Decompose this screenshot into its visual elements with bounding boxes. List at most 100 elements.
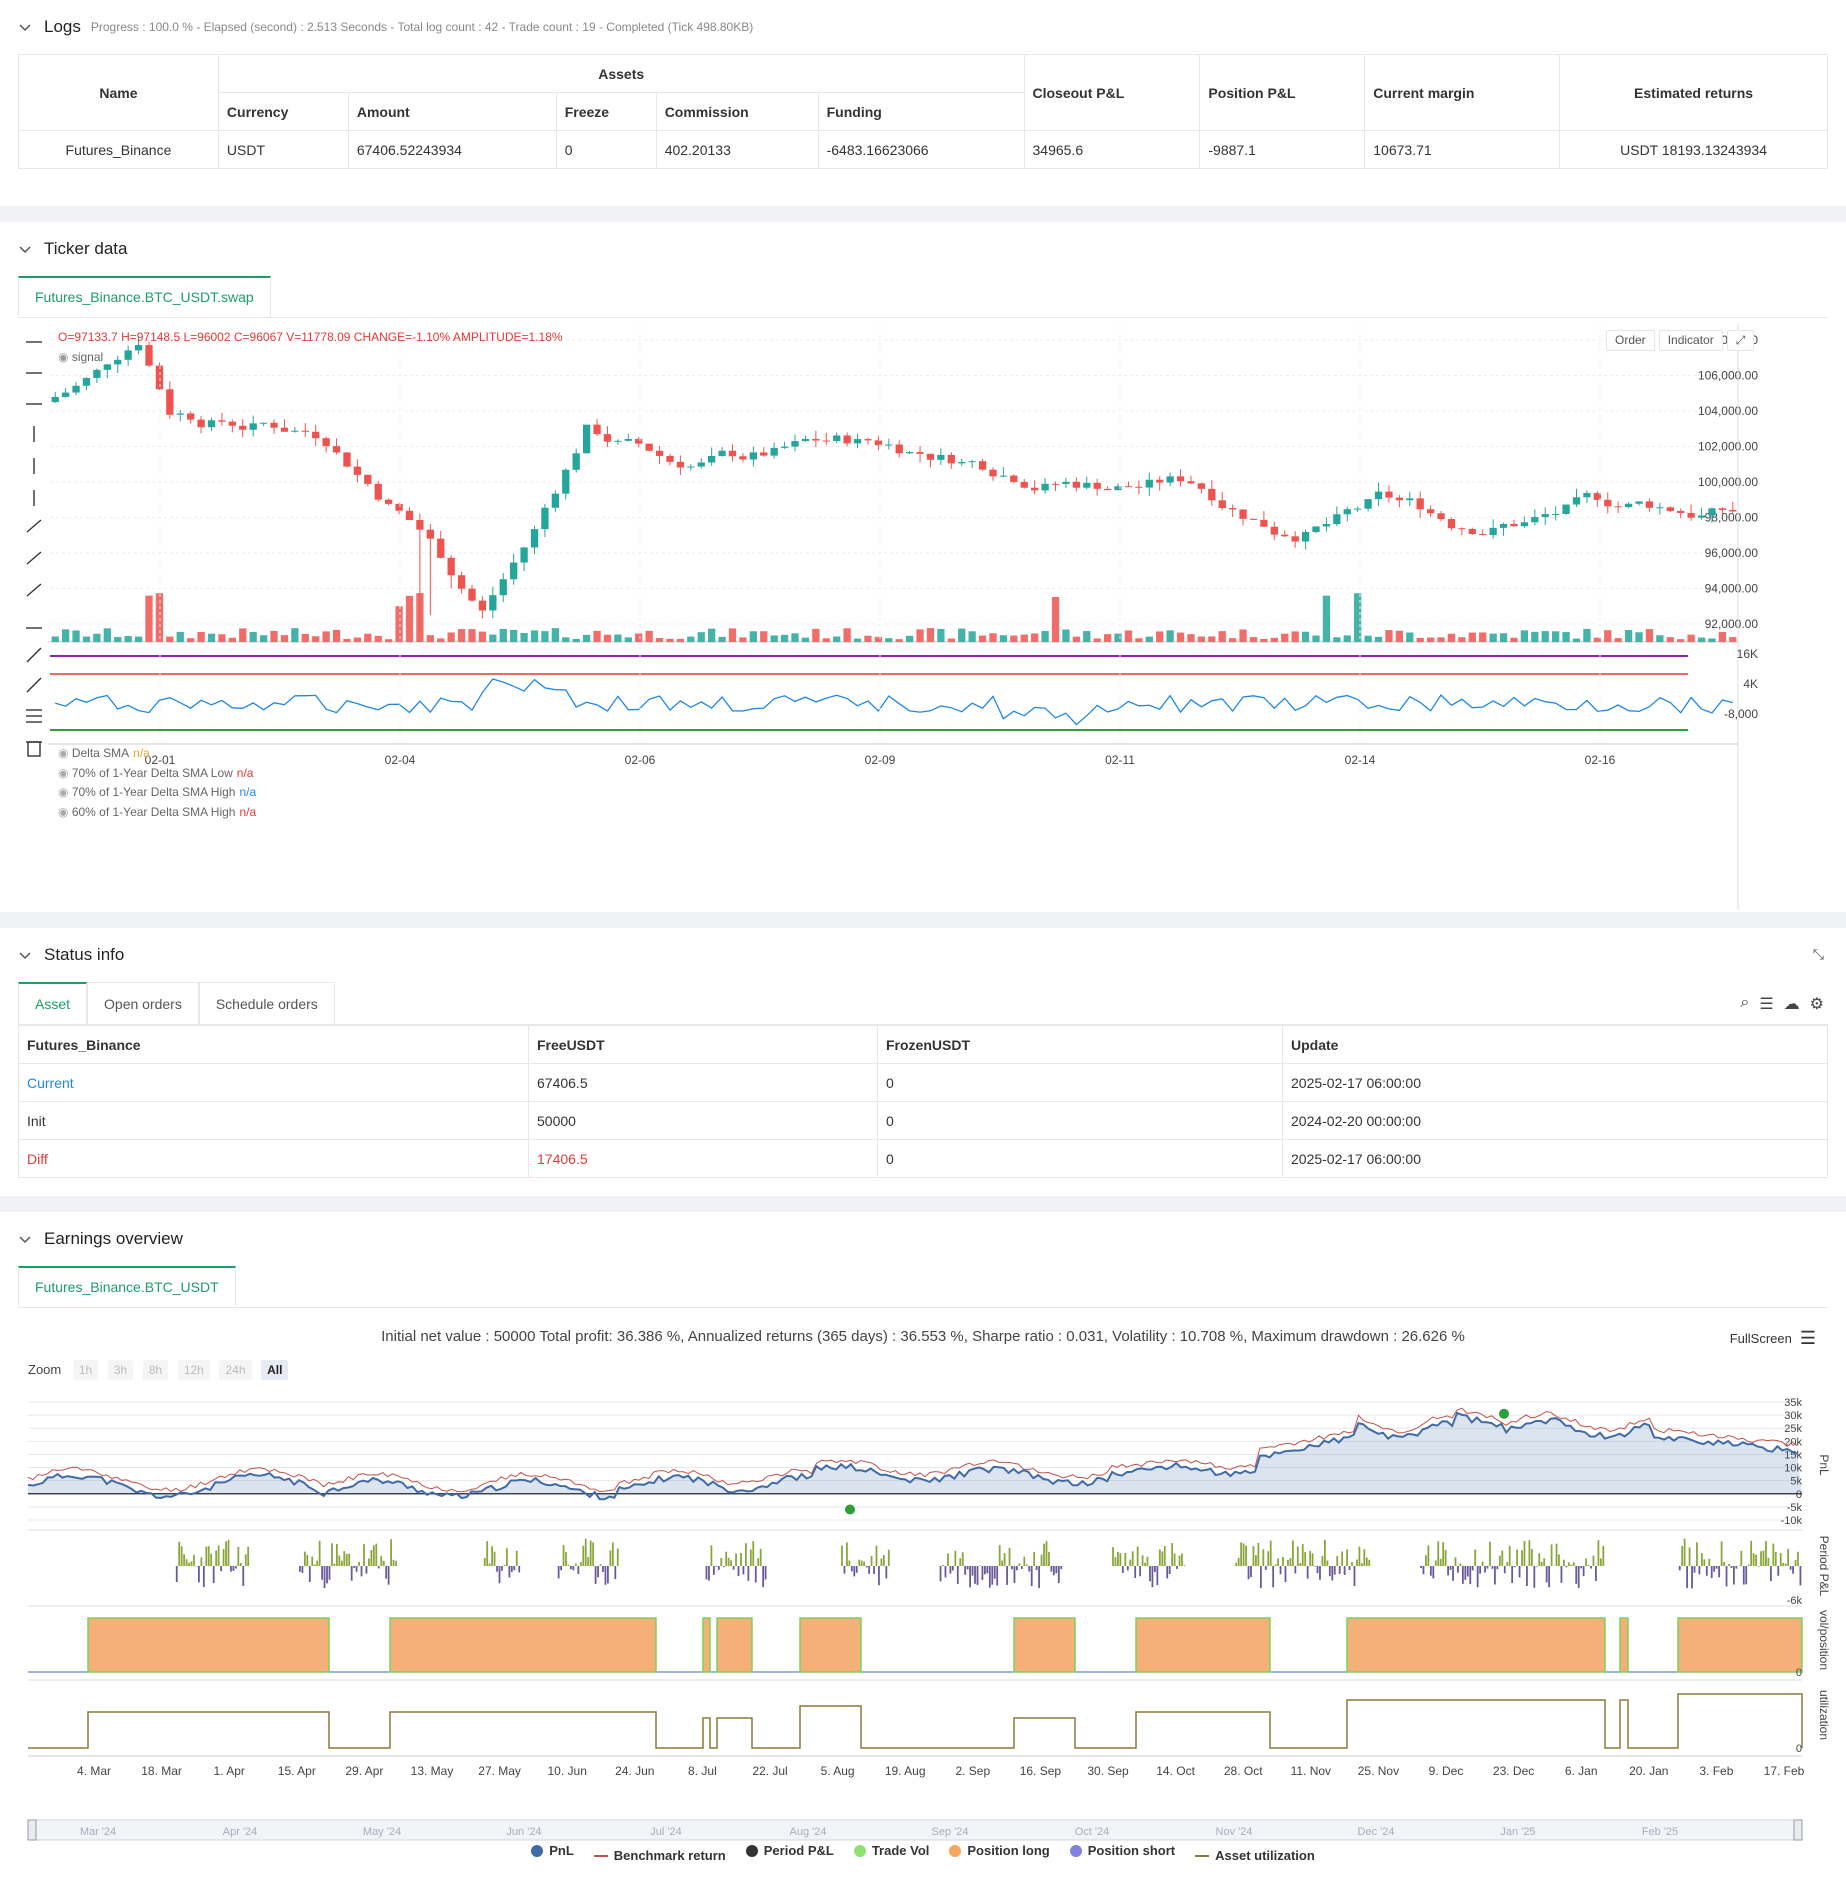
candle-body <box>1145 479 1153 488</box>
indicator-legend-item[interactable]: ◉ Delta SMA n/a <box>58 744 256 764</box>
eye-icon[interactable]: ◉ <box>58 765 72 780</box>
period-pnl-bar <box>1284 1566 1287 1583</box>
tab-schedule-orders[interactable]: Schedule orders <box>198 982 335 1024</box>
zoom-all[interactable]: All <box>261 1360 289 1380</box>
date-tick-label: 02-09 <box>865 753 896 767</box>
period-pnl-bar <box>496 1566 498 1572</box>
legend-item[interactable]: Trade Vol <box>853 1843 929 1858</box>
earnings-header[interactable]: Earnings overview <box>0 1212 1846 1266</box>
row-label-current[interactable]: Current <box>18 1063 529 1102</box>
chevron-down-icon[interactable] <box>18 948 32 962</box>
chevron-down-icon[interactable] <box>18 20 32 34</box>
period-pnl-bar <box>212 1566 215 1584</box>
logs-header[interactable]: Logs Progress : 100.0 % - Elapsed (secon… <box>0 0 1846 54</box>
period-pnl-bar <box>1565 1566 1568 1568</box>
zoom-12h[interactable]: 12h <box>177 1360 210 1380</box>
legend-item[interactable]: Asset utilization <box>1195 1848 1315 1863</box>
signal-legend[interactable]: ◉ signal <box>58 350 103 364</box>
zoom-1h[interactable]: 1h <box>72 1360 99 1380</box>
indicator-legend-item[interactable]: ◉ 60% of 1-Year Delta SMA High n/a <box>58 803 256 823</box>
tab-asset[interactable]: Asset <box>18 982 88 1024</box>
period-pnl-bar <box>1326 1560 1329 1566</box>
eye-icon[interactable]: ◉ <box>58 804 72 819</box>
legend-item[interactable]: Period P&L <box>745 1843 834 1858</box>
eye-icon[interactable]: ◉ <box>58 746 72 760</box>
cell-currency: USDT <box>217 130 349 169</box>
volume-bar <box>676 638 685 642</box>
indicator-button[interactable]: Indicator <box>1658 330 1723 351</box>
zoom-8h[interactable]: 8h <box>142 1360 169 1380</box>
zoom-3h[interactable]: 3h <box>107 1360 134 1380</box>
zoom-24h[interactable]: 24h <box>219 1360 252 1380</box>
candle-body <box>1135 486 1143 488</box>
period-pnl-bar <box>1725 1566 1728 1587</box>
delta-line <box>55 678 1733 726</box>
cell-free: 17406.5 <box>528 1139 878 1178</box>
period-pnl-bar <box>1316 1566 1319 1574</box>
x-tick-label: 18. Mar <box>141 1764 182 1778</box>
period-pnl-bar <box>1439 1558 1442 1566</box>
status-header[interactable]: Status info ⤡ <box>0 928 1846 982</box>
chevron-down-icon[interactable] <box>18 242 32 256</box>
order-button[interactable]: Order <box>1606 330 1655 351</box>
cloud-download-icon[interactable]: ☁ <box>1783 996 1800 1013</box>
candle-body <box>864 439 872 441</box>
earnings-chart[interactable]: 35k30k25k20k15k10k5k0-5k-10k-6k00PnLPeri… <box>0 1390 1846 1870</box>
candle-body <box>1260 519 1268 527</box>
volume-bar <box>728 628 737 642</box>
eye-icon[interactable]: ◉ <box>58 350 69 364</box>
delta-tick-label: -8,000 <box>1724 707 1758 721</box>
price-tick-label: 102,000.00 <box>1698 440 1758 454</box>
gear-icon[interactable]: ⚙ <box>1809 996 1824 1013</box>
pnl-tick-label: 15k <box>1784 1449 1802 1461</box>
candle-body <box>1322 524 1331 527</box>
list-icon[interactable]: ☰ <box>1759 996 1774 1013</box>
cell-frozen: 0 <box>877 1139 1283 1178</box>
period-pnl-bar <box>377 1566 380 1569</box>
period-pnl-bar <box>572 1566 575 1571</box>
volume-bar <box>1208 636 1216 642</box>
volume-bar <box>1666 637 1674 642</box>
period-pnl-bar <box>1306 1566 1309 1579</box>
indicator-legend-item[interactable]: ◉ 70% of 1-Year Delta SMA Low n/a <box>58 764 256 784</box>
period-pnl-bar <box>717 1566 720 1570</box>
legend-item[interactable]: Position long <box>949 1843 1050 1858</box>
eye-icon[interactable]: ◉ <box>58 785 72 799</box>
period-pnl-bar <box>710 1545 713 1566</box>
legend-item[interactable]: Benchmark return <box>593 1848 726 1863</box>
candle-body <box>968 461 976 463</box>
candlestick-chart[interactable]: 108,000.00106,000.00104,000.00102,000.00… <box>48 324 1758 910</box>
expand-icon[interactable]: ⤢ <box>1726 330 1755 351</box>
period-pnl-bar <box>1163 1545 1166 1566</box>
volume-bar <box>1520 630 1529 642</box>
period-pnl-bar <box>205 1546 208 1566</box>
chevron-down-icon[interactable] <box>18 1232 32 1246</box>
legend-item[interactable]: PnL <box>531 1843 574 1858</box>
navigator-tick-label: Aug '24 <box>790 1826 827 1838</box>
search-icon[interactable]: ⌕ <box>1740 994 1750 1011</box>
fullscreen-control[interactable]: FullScreen ☰ <box>1730 1328 1816 1349</box>
legend-item[interactable]: Position short <box>1069 1843 1175 1858</box>
period-pnl-bar <box>348 1553 351 1566</box>
indicator-legend-item[interactable]: ◉ 70% of 1-Year Delta SMA High n/a <box>58 783 256 803</box>
ticker-header[interactable]: Ticker data <box>0 222 1846 276</box>
tab-ticker-symbol[interactable]: Futures_Binance.BTC_USDT.swap <box>18 276 271 316</box>
period-pnl-bar <box>944 1566 947 1578</box>
fullscreen-button[interactable]: FullScreen <box>1729 1331 1792 1346</box>
position-long-block <box>716 1617 753 1673</box>
candle-body <box>895 444 903 454</box>
x-tick-label: 24. Jun <box>615 1764 654 1778</box>
candle-body <box>614 440 622 442</box>
period-pnl-bar <box>1767 1557 1770 1566</box>
volume-bar <box>1145 636 1153 642</box>
logs-section: Logs Progress : 100.0 % - Elapsed (secon… <box>0 0 1846 206</box>
candle-body <box>228 421 236 426</box>
menu-icon[interactable]: ☰ <box>1799 1328 1816 1348</box>
collapse-icon[interactable]: ⤡ <box>1812 946 1824 962</box>
position-tick-label: 0 <box>1796 1667 1802 1679</box>
tab-open-orders[interactable]: Open orders <box>87 982 199 1024</box>
volume-bar <box>1114 633 1122 642</box>
x-tick-label: 5. Aug <box>821 1764 855 1778</box>
tab-earnings-symbol[interactable]: Futures_Binance.BTC_USDT <box>18 1266 236 1306</box>
drawing-tools-icon[interactable] <box>22 332 46 802</box>
